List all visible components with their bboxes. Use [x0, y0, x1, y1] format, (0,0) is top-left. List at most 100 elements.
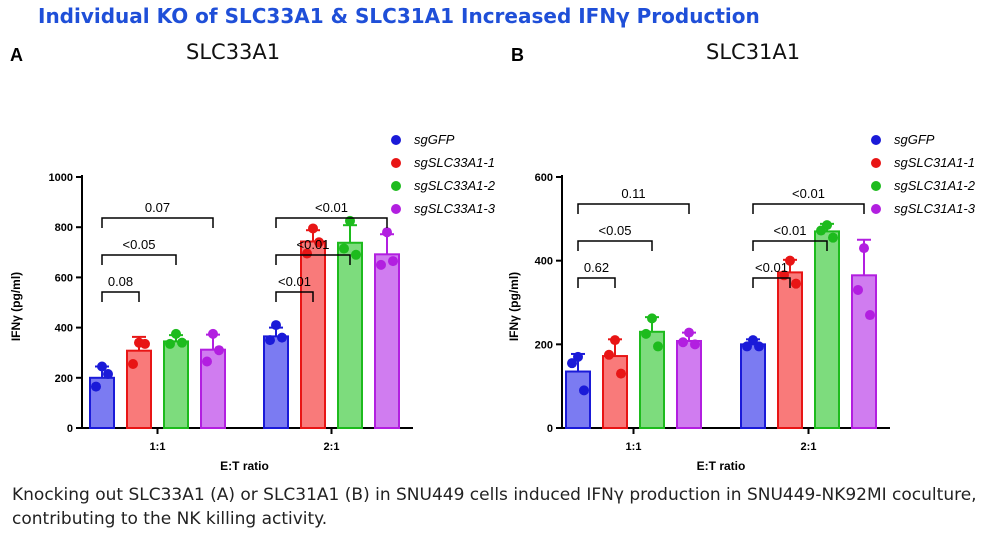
- y-axis-label: IFNγ (pg/ml): [9, 272, 23, 341]
- legend-marker: [391, 158, 401, 168]
- significance-label: <0.01: [297, 237, 330, 252]
- data-point: [103, 369, 113, 380]
- x-axis-label: E:T ratio: [220, 459, 269, 473]
- bar: [126, 349, 152, 429]
- significance-label: 0.07: [145, 200, 170, 215]
- data-point: [339, 243, 349, 254]
- data-point: [816, 225, 826, 236]
- y-tick-label: 400: [55, 323, 73, 335]
- significance-label: <0.01: [774, 223, 807, 238]
- panel-b-title: SLC31A1: [706, 40, 801, 64]
- significance-label: <0.01: [792, 186, 825, 201]
- x-tick-label: 2:1: [801, 441, 817, 453]
- significance-label: 0.08: [108, 274, 133, 289]
- data-point: [171, 328, 181, 339]
- data-point: [382, 227, 392, 238]
- data-point: [265, 335, 275, 346]
- y-tick-label: 400: [535, 256, 553, 268]
- legend-label: sgSLC31A1-3: [894, 201, 976, 216]
- significance-bracket: [101, 291, 140, 302]
- legend-marker: [871, 158, 881, 168]
- significance-bracket: [275, 217, 388, 228]
- data-point: [271, 320, 281, 331]
- significance-label: <0.01: [278, 274, 311, 289]
- data-point: [573, 351, 583, 362]
- chart-panel-b: 0 200 400 600 IFNγ (pg/ml) 1:1 0.62 <0.05 0.11 2:…: [507, 132, 976, 473]
- y-tick-label: 1000: [49, 172, 73, 184]
- legend-marker: [391, 135, 401, 145]
- figure-caption: Knocking out SLC33A1 (A) or SLC31A1 (B) …: [12, 485, 977, 529]
- data-point: [853, 284, 863, 295]
- legend-marker: [871, 204, 881, 214]
- x-tick-label: 1:1: [150, 441, 166, 453]
- bar: [374, 253, 400, 429]
- significance-bracket: [752, 203, 865, 214]
- significance-bracket: [577, 277, 616, 288]
- data-point: [610, 335, 620, 346]
- data-point: [754, 341, 764, 352]
- data-point: [308, 223, 318, 234]
- y-tick-label: 800: [55, 222, 73, 234]
- data-point: [865, 310, 875, 321]
- y-axis-label: IFNγ (pg/ml): [507, 272, 521, 341]
- significance-bracket: [275, 254, 351, 265]
- legend-label: sgSLC33A1-2: [414, 178, 496, 193]
- data-point: [785, 255, 795, 266]
- bar: [337, 241, 363, 429]
- data-point: [690, 339, 700, 350]
- significance-label: <0.05: [123, 237, 156, 252]
- bar: [676, 339, 702, 429]
- y-tick-label: 200: [55, 373, 73, 385]
- data-point: [579, 385, 589, 396]
- data-point: [277, 332, 287, 343]
- bar: [565, 370, 591, 429]
- data-point: [616, 368, 626, 379]
- data-point: [177, 337, 187, 348]
- data-point: [214, 345, 224, 356]
- data-point: [376, 259, 386, 270]
- data-point: [828, 232, 838, 243]
- data-point: [678, 337, 688, 348]
- chart-panel-a: 0 200 400 600 800 1000 IFNγ (pg/ml) 1:1 0.08 <0.0…: [9, 132, 496, 473]
- legend-marker: [391, 181, 401, 191]
- significance-bracket: [752, 277, 791, 288]
- significance-bracket: [752, 240, 828, 251]
- legend-marker: [871, 181, 881, 191]
- significance-label: 0.62: [584, 260, 609, 275]
- data-point: [165, 338, 175, 349]
- bar: [163, 340, 189, 429]
- x-tick-label: 2:1: [324, 441, 340, 453]
- legend-label: sgGFP: [894, 132, 935, 147]
- significance-bracket: [101, 217, 214, 228]
- data-point: [314, 237, 324, 248]
- bar: [851, 274, 877, 429]
- panel-b-letter: B: [511, 45, 524, 65]
- y-tick-label: 200: [535, 339, 553, 351]
- data-point: [128, 358, 138, 369]
- panel-a-title: SLC33A1: [186, 40, 281, 64]
- data-point: [208, 328, 218, 339]
- bar: [777, 271, 803, 429]
- legend-marker: [391, 204, 401, 214]
- y-tick-label: 0: [67, 423, 73, 435]
- data-point: [742, 341, 752, 352]
- y-tick-label: 600: [535, 172, 553, 184]
- data-point: [859, 243, 869, 254]
- significance-bracket: [577, 240, 653, 251]
- legend-label: sgSLC33A1-3: [414, 201, 496, 216]
- legend-marker: [871, 135, 881, 145]
- data-point: [388, 256, 398, 267]
- data-point: [351, 249, 361, 260]
- significance-bracket: [101, 254, 177, 265]
- panel-a-letter: A: [10, 45, 23, 65]
- bar: [602, 355, 628, 429]
- x-tick-label: 1:1: [626, 441, 642, 453]
- x-axis-label: E:T ratio: [697, 459, 746, 473]
- data-point: [567, 358, 577, 369]
- data-point: [604, 349, 614, 360]
- legend-label: sgSLC31A1-1: [894, 155, 975, 170]
- significance-label: 0.11: [621, 186, 645, 201]
- data-point: [641, 328, 651, 339]
- data-point: [97, 361, 107, 372]
- data-point: [140, 338, 150, 349]
